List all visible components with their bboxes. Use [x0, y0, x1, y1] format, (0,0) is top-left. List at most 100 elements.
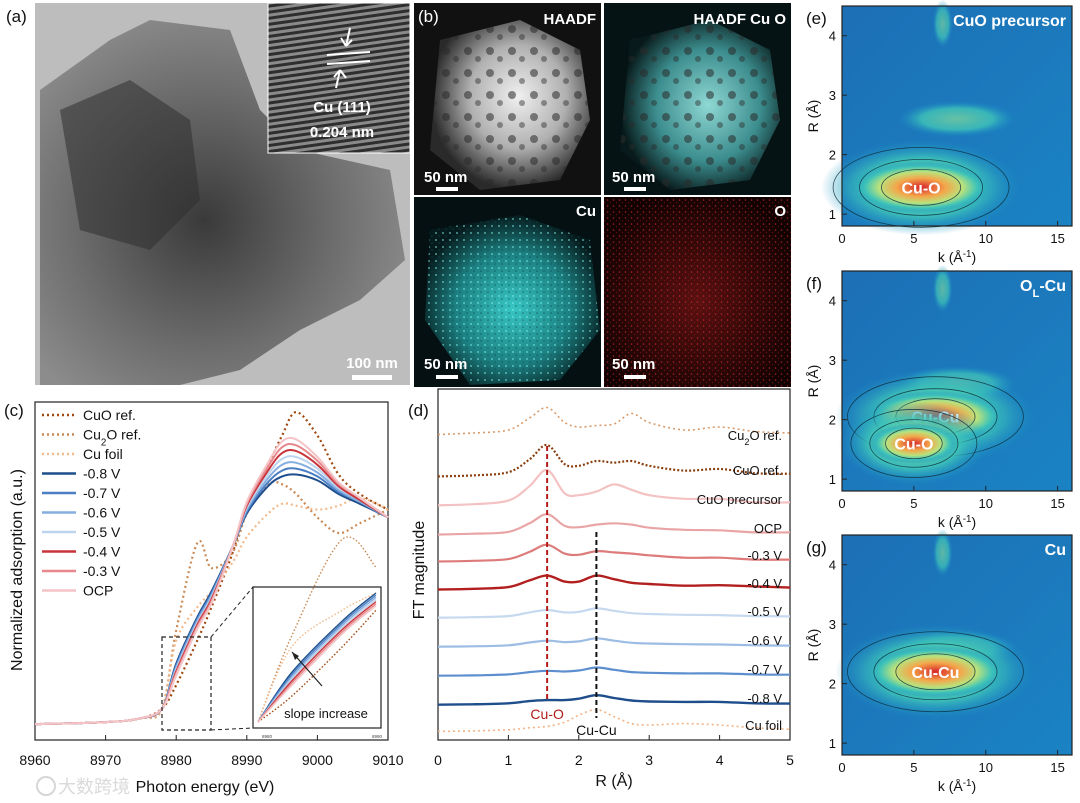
arrow-down-icon	[340, 27, 353, 47]
d-series-line	[437, 513, 791, 536]
c-zoom-link-bottom	[210, 727, 254, 731]
d-series-label: CuO precursor	[697, 492, 783, 507]
c-inset-line	[257, 603, 377, 723]
c-ticks: 8960 8970 8980 8990 9000 9010	[19, 735, 404, 768]
lattice-line-top	[326, 51, 371, 56]
panel-label-a: (a)	[6, 7, 27, 26]
d-series-label: -0.5 V	[747, 604, 782, 619]
c-series-line	[34, 496, 389, 726]
wt-ytick-label: 2	[829, 677, 836, 692]
panel-label-b: (b)	[418, 7, 439, 26]
wt-frame	[841, 270, 1073, 492]
wt-contour	[873, 643, 998, 701]
wt-title-subscript: L	[1033, 288, 1040, 300]
arrow-head-icon	[292, 652, 299, 660]
c-xtick-label: 8970	[90, 752, 121, 768]
wt-xlabel-superscript: -1	[963, 778, 972, 789]
inset-spacing: 0.204 nm	[310, 124, 374, 141]
d-ylabel: FT magnitude	[411, 521, 428, 620]
c-plot-frame	[34, 401, 389, 741]
wt-ytick-label: 2	[829, 413, 836, 428]
wt-xlabel: k (Å-1)	[938, 778, 976, 795]
wt-title: Cu	[1045, 542, 1066, 559]
wt-xlabel: k (Å-1)	[938, 514, 976, 531]
wt-contour	[832, 146, 1010, 228]
lattice-line-bottom	[326, 60, 371, 65]
wt-xlabel-close: )	[971, 514, 976, 530]
d-series-label: -0.7 V	[747, 662, 782, 677]
wt-xlabel-superscript: -1	[963, 514, 972, 525]
scale-bar-label: 100 nm	[346, 355, 398, 372]
wt-xtick-label: 15	[1050, 231, 1064, 246]
wt-ytick-label: 1	[829, 472, 836, 487]
wt-xlabel: k (Å-1)	[938, 249, 976, 266]
wt-ytick-label: 3	[829, 353, 836, 368]
c-zoom-link-top	[210, 586, 254, 638]
cu-cu-marker-label: Cu-Cu	[576, 722, 616, 738]
haadf-pores	[430, 20, 590, 190]
wt-ylabel: R (Å)	[805, 100, 821, 133]
wt-ytick-label: 2	[829, 148, 836, 163]
c-xtick-label: 8960	[19, 752, 50, 768]
c-inset	[257, 536, 377, 723]
arrow-up-icon	[333, 69, 347, 89]
wt-maximum	[868, 423, 959, 464]
c-legend-label: -0.3 V	[83, 563, 121, 579]
d-xtick-label: 0	[434, 752, 442, 768]
wt-maximum	[851, 161, 992, 214]
tile-title-haadf: HAADF	[544, 11, 597, 28]
wt-ytick-label: 3	[829, 617, 836, 632]
c-xtick-label: 8990	[231, 752, 262, 768]
watermark: 大数跨境	[36, 776, 130, 798]
c-legend: CuO ref. Cu2O ref.Cu foil -0.8 V -0.7 V -0.6…	[42, 407, 141, 599]
d-series-label: -0.8 V	[747, 691, 782, 706]
wt-ylabel: R (Å)	[805, 629, 821, 662]
wt-xtick-label: 5	[910, 760, 917, 775]
wt-contour	[885, 427, 943, 460]
c-inset-line	[257, 598, 377, 723]
c-series	[34, 410, 389, 726]
c-legend-label: Cu2O ref.	[83, 427, 141, 449]
c-xtick-label: 8980	[161, 752, 192, 768]
c-legend-label: -0.5 V	[83, 524, 121, 540]
tile-title-o: O	[774, 203, 786, 220]
c-legend-label: Cu foil	[83, 446, 123, 462]
o-speckle	[604, 197, 791, 387]
c-xlabel: Photon energy (eV)	[136, 779, 275, 796]
c-xtick-label: 9010	[372, 752, 403, 768]
d-xtick-label: 3	[645, 752, 653, 768]
wt-contour	[869, 419, 959, 468]
c-xtick-label: 9000	[302, 752, 333, 768]
scale-bar-label-mix: 50 nm	[612, 169, 655, 186]
d-series-label: -0.4 V	[747, 576, 782, 591]
wt-xtick-label: 0	[838, 231, 845, 246]
cu-speckle	[425, 215, 600, 385]
scale-bar-haadf	[436, 187, 458, 191]
wt-xtick-label: 15	[1050, 496, 1064, 511]
d-series-label-subscript: 2	[744, 437, 749, 447]
wt-contour	[859, 158, 984, 216]
wt-lobe	[932, 264, 953, 313]
wt-frame	[841, 5, 1073, 227]
panel-c: (c) Normalized adsorption (a.u.) Photon …	[4, 401, 404, 796]
wt-frame	[841, 534, 1073, 756]
c-inset-line	[257, 594, 377, 723]
scale-bar-cu	[436, 375, 458, 379]
scale-bar-label-haadf: 50 nm	[424, 169, 467, 186]
tem-inset	[267, 2, 411, 154]
d-series-line	[437, 637, 791, 648]
wt-ytick-label: 4	[829, 29, 836, 44]
scale-bar-o	[624, 375, 646, 379]
panel-e: Cu-O CuO precursor (e) 0 5 10 15 1 2 3 4 k (Å-1) R (…	[805, 0, 1073, 266]
panel-label-f: (f)	[806, 274, 822, 293]
wt-ytick-label: 4	[829, 294, 836, 309]
c-inset-line	[257, 601, 377, 723]
c-inset-tick-right: 8990	[372, 734, 383, 739]
watermark-icon	[36, 776, 56, 796]
wt-contour	[895, 653, 976, 691]
c-legend-label: OCP	[83, 583, 113, 599]
